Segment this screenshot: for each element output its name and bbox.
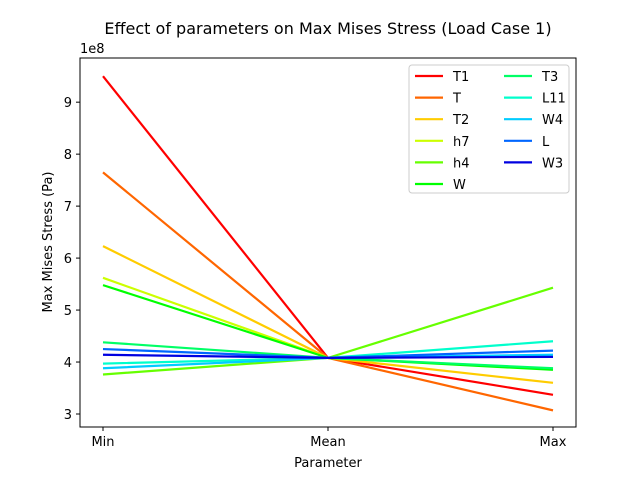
x-tick-label: Max bbox=[540, 435, 567, 450]
y-tick-label: 9 bbox=[64, 96, 72, 111]
x-tick-label: Min bbox=[91, 435, 114, 450]
legend-label: h4 bbox=[453, 156, 470, 171]
y-tick-label: 6 bbox=[64, 252, 72, 267]
chart-title: Effect of parameters on Max Mises Stress… bbox=[104, 19, 551, 38]
y-tick-label: 3 bbox=[64, 408, 72, 423]
legend-label: W4 bbox=[542, 113, 563, 128]
series-layer bbox=[102, 75, 554, 412]
x-tick-label: Mean bbox=[310, 435, 345, 450]
legend-label: W3 bbox=[542, 156, 563, 171]
y-axis-label: Max Mises Stress (Pa) bbox=[41, 172, 56, 313]
legend-label: T bbox=[452, 92, 461, 107]
x-axis-label: Parameter bbox=[294, 456, 362, 471]
legend-label: W bbox=[453, 178, 466, 193]
y-tick-label: 5 bbox=[64, 304, 72, 319]
legend-label: T2 bbox=[452, 113, 469, 128]
y-axis-scale-label: 1e8 bbox=[80, 42, 105, 57]
legend-label: L bbox=[542, 135, 550, 150]
legend-label: T3 bbox=[541, 70, 558, 85]
series-line-w3 bbox=[102, 353, 554, 359]
legend-label: h7 bbox=[453, 135, 470, 150]
y-axis: 3 4 5 6 7 8 9 bbox=[64, 96, 80, 423]
y-tick-label: 8 bbox=[64, 148, 72, 163]
x-axis: Min Mean Max bbox=[91, 427, 567, 450]
legend: T1 T T2 h7 h4 W T3 L11 W4 L W3 bbox=[408, 64, 570, 194]
legend-label: L11 bbox=[542, 92, 566, 107]
y-tick-label: 7 bbox=[64, 200, 72, 215]
y-tick-label: 4 bbox=[64, 356, 72, 371]
legend-label: T1 bbox=[452, 70, 469, 85]
